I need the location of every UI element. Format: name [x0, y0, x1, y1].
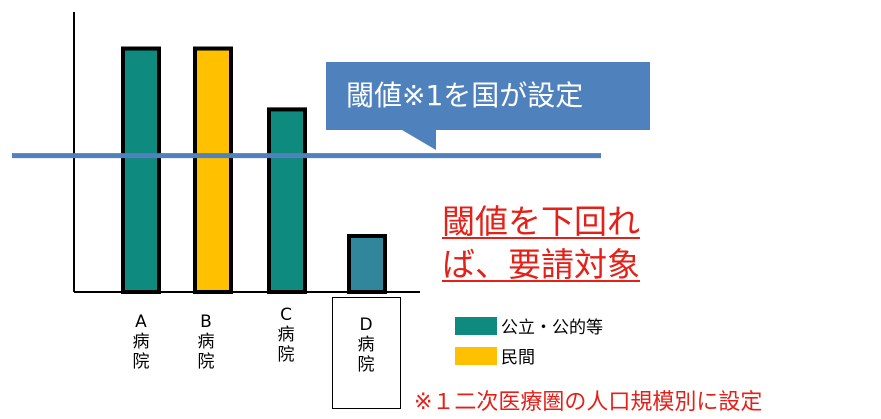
bar-b [193, 46, 233, 294]
category-label-c: C 病 院 [277, 305, 295, 365]
threshold-callout-text: 閾値※1を国が設定 [346, 79, 584, 112]
legend-item-private: 民間 [455, 343, 535, 368]
legend-swatch-public [455, 316, 497, 335]
bar-c [267, 107, 307, 294]
category-label-b: B 病 院 [197, 312, 215, 372]
legend-swatch-private [455, 346, 497, 365]
legend-label-private: 民間 [501, 348, 535, 368]
bar-a [121, 46, 161, 294]
category-label-a: A 病 院 [132, 312, 150, 372]
request-target-note: 閾値を下回れば、要請対象 [442, 202, 640, 284]
threshold-callout [326, 62, 650, 130]
threshold-callout-tail [402, 130, 436, 150]
bar-d [347, 234, 387, 294]
legend-item-public: 公立・公的等 [455, 313, 603, 338]
footnote: ※１二次医療圏の人口規模別に設定 [414, 390, 763, 415]
category-label-d: D 病 院 [357, 315, 375, 375]
legend-label-public: 公立・公的等 [501, 318, 603, 338]
category-d-box [332, 297, 401, 409]
